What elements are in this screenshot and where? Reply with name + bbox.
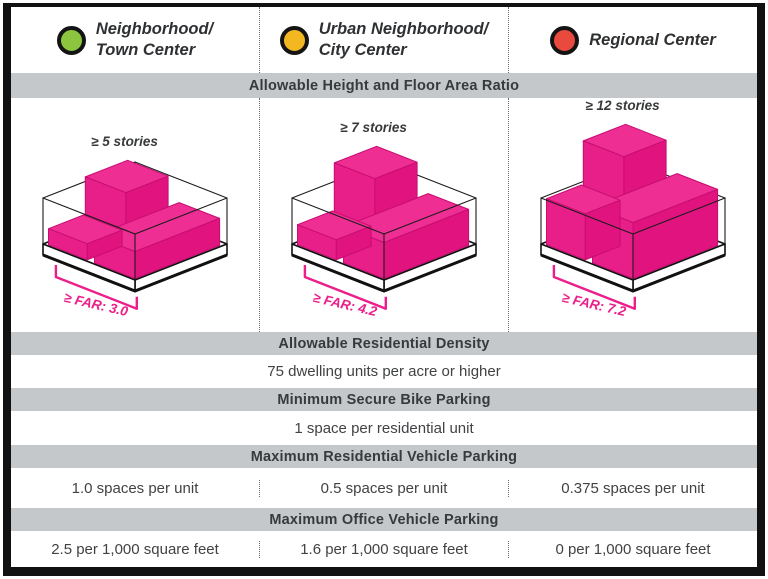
office-parking-banner: Maximum Office Vehicle Parking	[11, 508, 757, 531]
bike-parking-value: 1 space per residential unit	[294, 419, 474, 437]
res-parking-neighborhood: 1.0 spaces per unit	[71, 479, 199, 497]
column-title-line2: Town Center	[95, 41, 196, 59]
far-isometric-drawing	[290, 145, 477, 310]
far-isometric-drawing	[539, 123, 726, 310]
column-header-regional: Regional Center	[508, 7, 757, 73]
header-row: Neighborhood/ Town Center Urban Neighbor…	[11, 7, 757, 73]
column-title-regional: Regional Center	[589, 30, 716, 51]
far-diagram-row: ≥ 5 stories ≥ FAR: 3.0 ≥ 7 stories ≥ FAR…	[11, 98, 757, 332]
yellow-dot-icon	[279, 25, 309, 55]
far-diagram-urban: ≥ 7 stories ≥ FAR: 4.2	[259, 98, 508, 332]
column-header-neighborhood: Neighborhood/ Town Center	[11, 7, 259, 73]
zoning-comparison-table: Neighborhood/ Town Center Urban Neighbor…	[3, 3, 765, 576]
column-title-line1: Regional Center	[589, 30, 716, 49]
stories-label: ≥ 5 stories	[91, 134, 158, 150]
bike-parking-banner: Minimum Secure Bike Parking	[11, 388, 757, 411]
stories-label: ≥ 12 stories	[585, 98, 660, 114]
far-diagram-neighborhood: ≥ 5 stories ≥ FAR: 3.0	[11, 98, 259, 332]
column-title-line1: Neighborhood/	[95, 20, 214, 39]
height-far-banner: Allowable Height and Floor Area Ratio	[11, 73, 757, 98]
stories-label: ≥ 7 stories	[340, 120, 407, 136]
red-dot-icon	[550, 25, 580, 55]
office-parking-values: 2.5 per 1,000 square feet 1.6 per 1,000 …	[11, 531, 757, 567]
far-isometric-drawing	[41, 159, 228, 310]
res-parking-banner: Maximum Residential Vehicle Parking	[11, 445, 757, 468]
green-dot-icon	[56, 25, 86, 55]
office-parking-urban: 1.6 per 1,000 square feet	[259, 540, 508, 558]
column-title-neighborhood: Neighborhood/ Town Center	[96, 19, 213, 60]
res-parking-urban: 0.5 spaces per unit	[259, 479, 508, 497]
res-parking-regional: 0.375 spaces per unit	[508, 479, 757, 497]
far-diagram-regional: ≥ 12 stories ≥ FAR: 7.2	[508, 98, 757, 332]
column-header-urban: Urban Neighborhood/ City Center	[259, 7, 508, 73]
column-title-line2: City Center	[318, 41, 407, 59]
column-title-urban: Urban Neighborhood/ City Center	[319, 19, 489, 60]
density-banner: Allowable Residential Density	[11, 332, 757, 355]
office-parking-regional: 0 per 1,000 square feet	[508, 540, 757, 558]
res-parking-values: 1.0 spaces per unit 0.5 spaces per unit …	[11, 468, 757, 508]
column-title-line1: Urban Neighborhood/	[318, 20, 489, 39]
office-parking-neighborhood: 2.5 per 1,000 square feet	[51, 540, 219, 558]
density-value: 75 dwelling units per acre or higher	[267, 363, 501, 380]
